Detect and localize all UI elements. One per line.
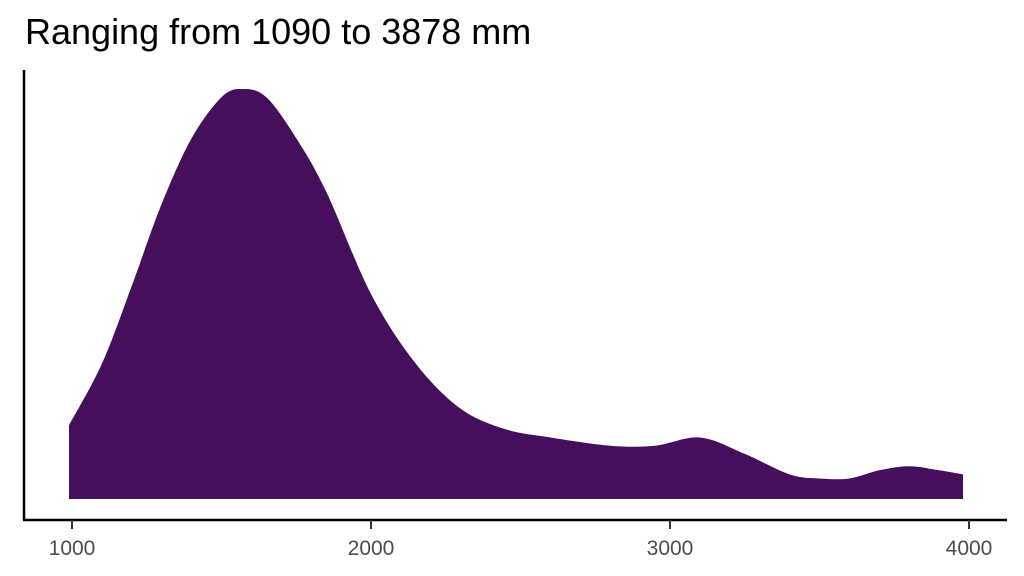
x-tick-label: 3000 bbox=[647, 537, 694, 560]
x-tick-label: 2000 bbox=[348, 537, 395, 560]
x-tick-label: 1000 bbox=[49, 537, 96, 560]
density-area bbox=[69, 89, 964, 499]
chart-title: Ranging from 1090 to 3878 mm bbox=[25, 11, 532, 52]
x-tick-label: 4000 bbox=[946, 537, 993, 560]
x-axis-ticks: 1000 2000 3000 4000 bbox=[49, 520, 993, 560]
